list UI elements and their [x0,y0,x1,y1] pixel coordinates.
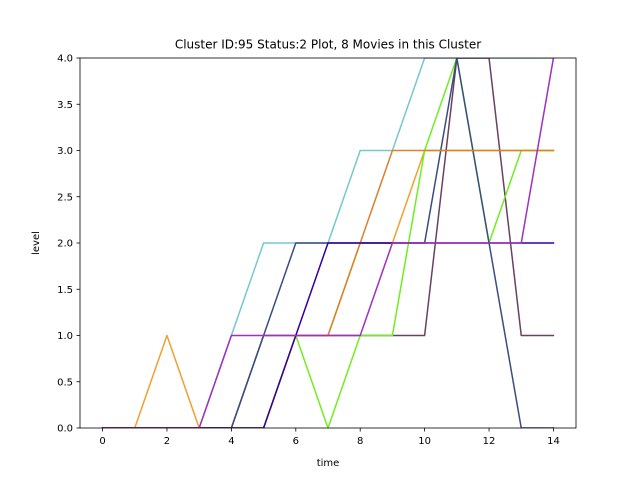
series-line-8 [101,58,555,428]
x-tick-label: 4 [228,436,234,447]
y-tick-label: 0.5 [57,377,73,388]
plot-area-frame [79,57,577,429]
y-tick-label: 1.5 [57,285,73,296]
chart-title: Cluster ID:95 Status:2 Plot, 8 Movies in… [175,38,481,52]
x-tick-label: 0 [99,436,105,447]
y-tick-label: 2.5 [57,192,73,203]
x-axis-ticks: 0 2 4 6 8 10 12 14 [99,428,560,447]
y-tick-label: 2.0 [57,239,73,250]
x-tick-label: 6 [293,436,299,447]
y-tick-label: 1.0 [57,331,73,342]
x-tick-label: 8 [357,436,363,447]
x-axis-label: time [317,458,340,469]
x-tick-label: 14 [547,436,560,447]
y-tick-label: 0.0 [57,424,73,435]
series-layer [101,58,555,428]
x-tick-label: 2 [164,436,170,447]
y-tick-label: 3.0 [57,146,73,157]
y-tick-label: 3.5 [57,100,73,111]
x-tick-label: 10 [418,436,431,447]
x-tick-label: 12 [483,436,496,447]
y-axis-ticks: 0.0 0.5 1.0 1.5 2.0 2.5 3.0 3.5 4.0 [57,54,80,435]
y-axis-label: level [31,231,42,255]
y-tick-label: 4.0 [57,54,73,65]
